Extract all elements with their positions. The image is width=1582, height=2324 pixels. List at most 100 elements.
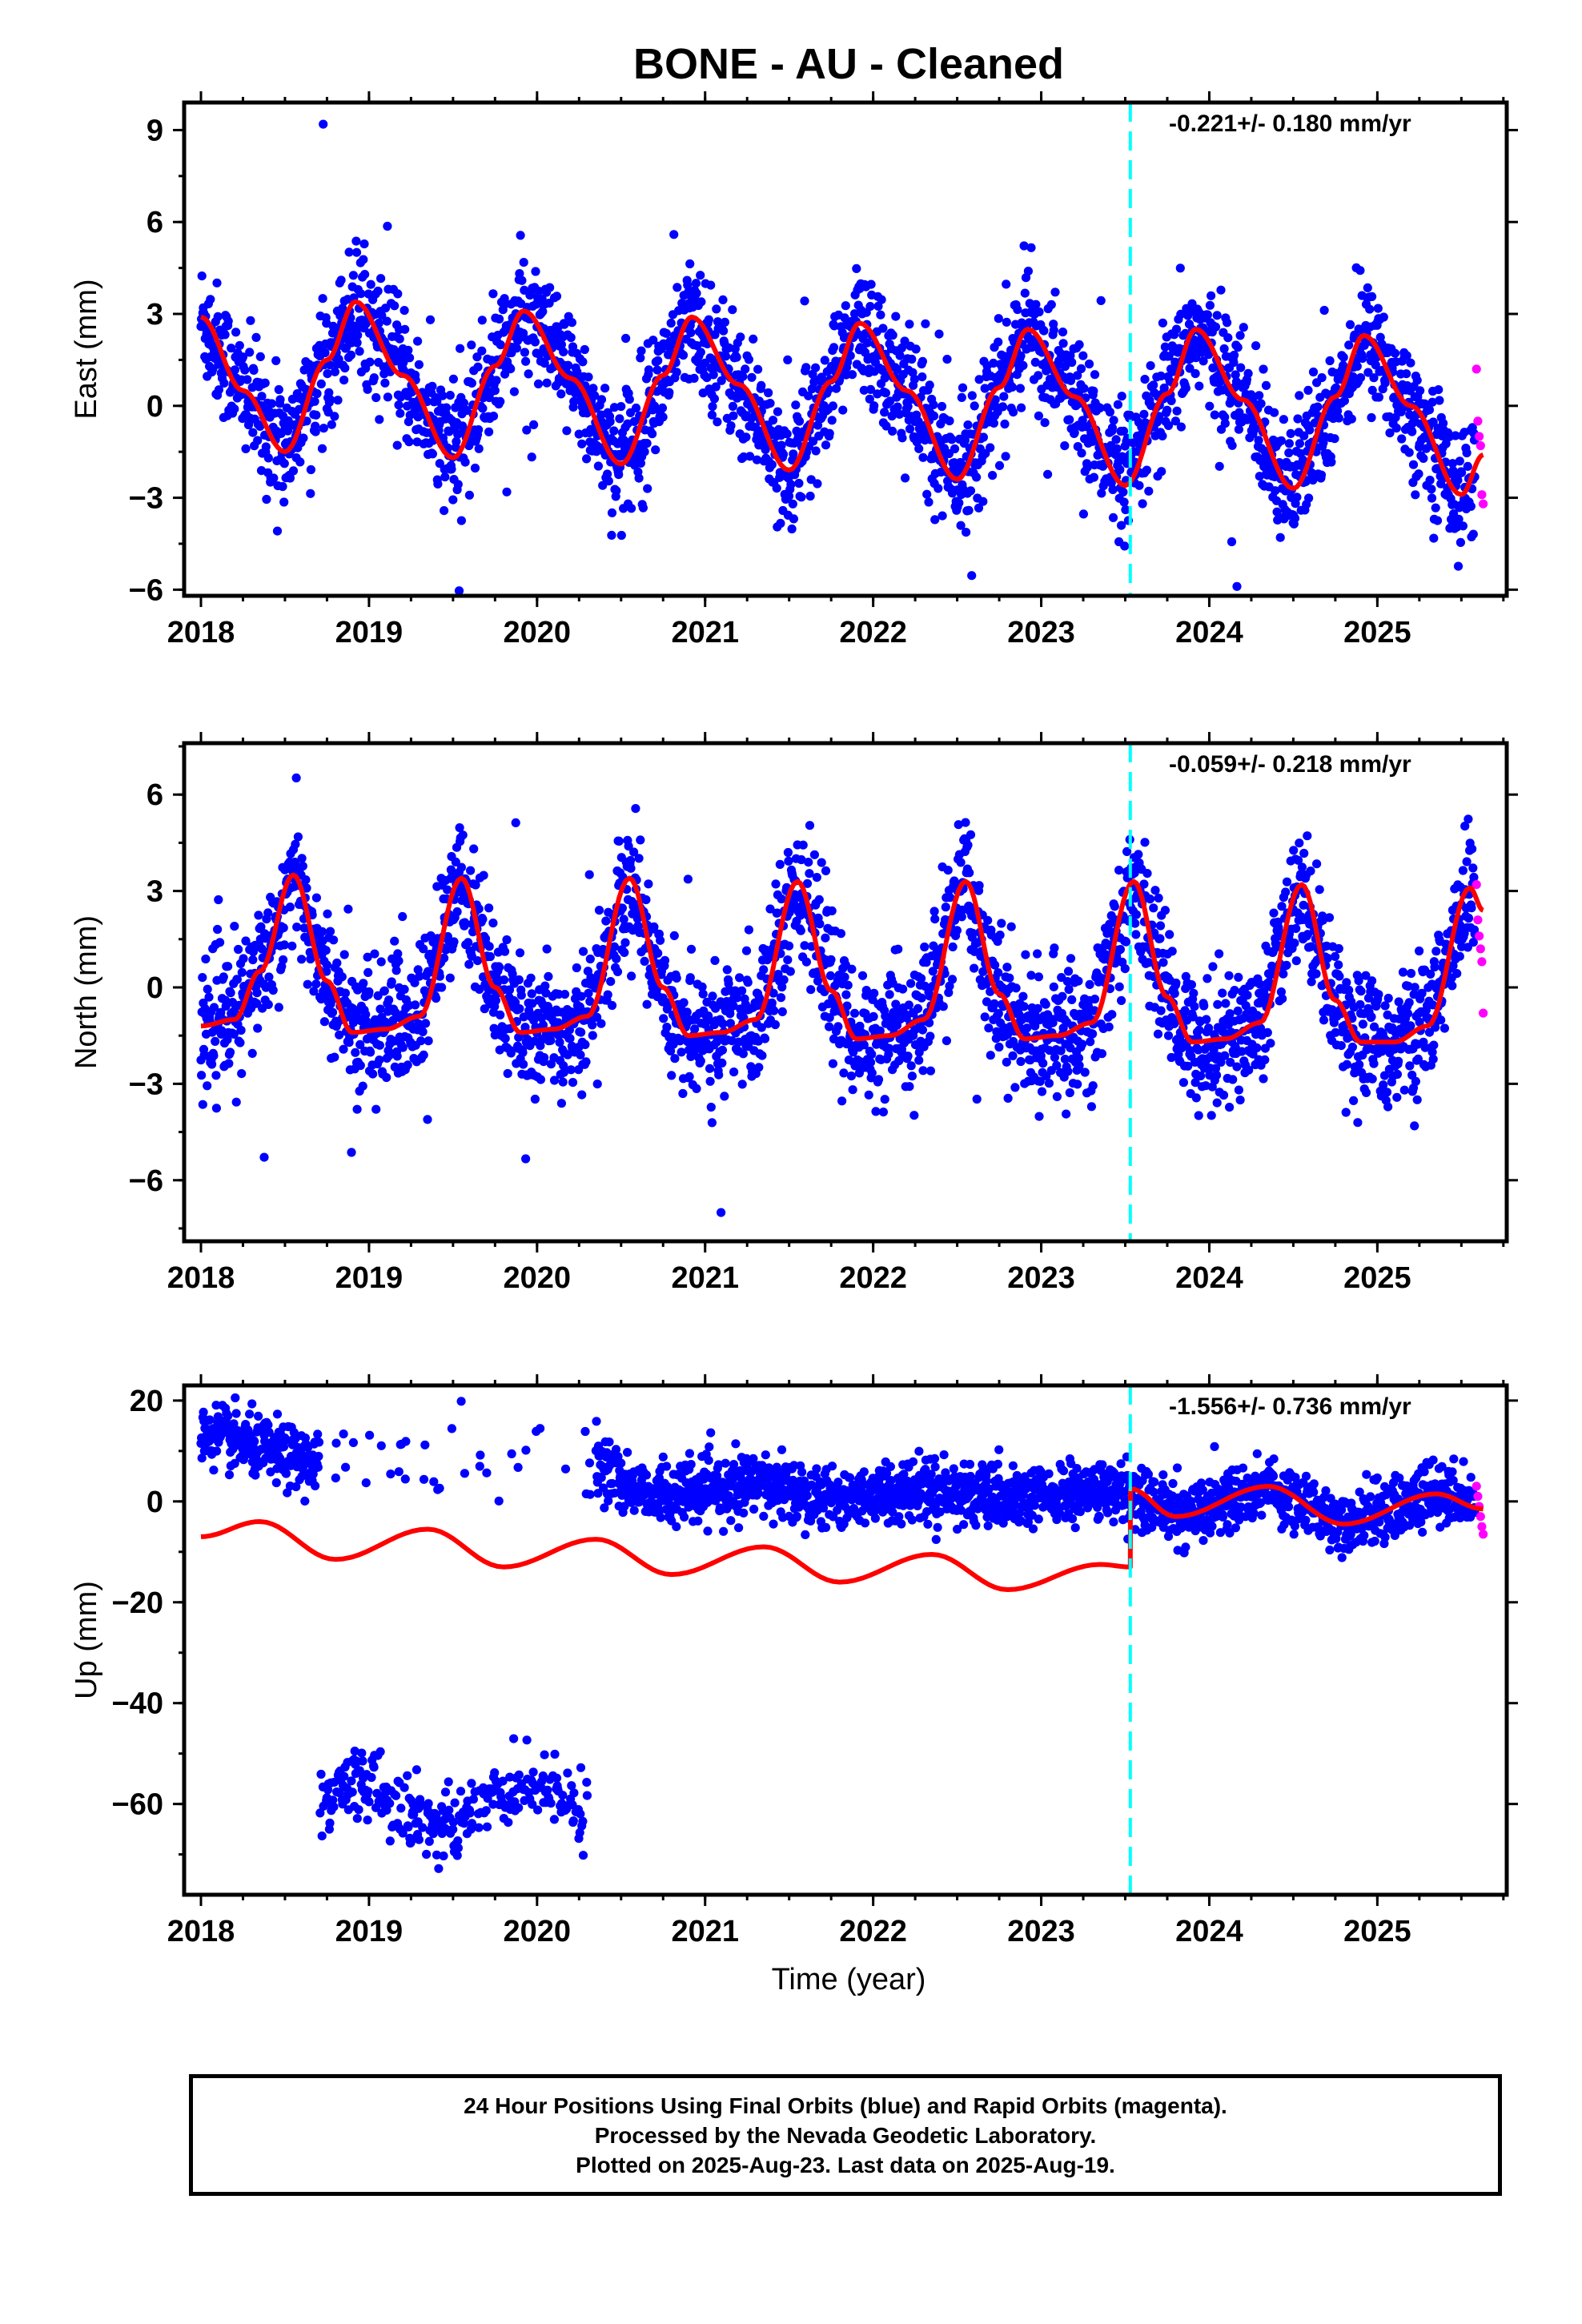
data-point: [711, 382, 721, 392]
data-point: [1052, 1092, 1062, 1101]
data-point: [1404, 448, 1414, 457]
data-point: [414, 360, 424, 369]
data-point: [784, 856, 793, 866]
data-point: [213, 924, 223, 935]
data-point: [705, 1063, 715, 1073]
data-point: [1117, 995, 1126, 1005]
data-point: [445, 391, 455, 400]
data-point: [453, 480, 463, 489]
data-point: [496, 396, 505, 406]
data-point: [553, 1018, 563, 1027]
data-point: [503, 1068, 512, 1079]
data-point: [231, 328, 241, 337]
data-point: [448, 374, 459, 384]
data-point: [869, 1011, 878, 1021]
data-point: [1018, 360, 1028, 370]
data-point: [813, 976, 823, 986]
data-point: [1176, 309, 1186, 319]
x-tick-label: 2025: [1343, 616, 1411, 649]
data-point: [1049, 325, 1058, 335]
data-point: [666, 318, 676, 328]
data-point: [934, 484, 943, 493]
data-point: [994, 968, 1003, 978]
data-point: [917, 974, 926, 983]
data-point: [994, 460, 1005, 471]
data-point: [1236, 363, 1246, 372]
data-point: [440, 953, 449, 963]
data-point: [405, 353, 415, 363]
data-point: [1066, 954, 1076, 963]
data-point: [617, 903, 628, 913]
data-point: [956, 521, 966, 530]
data-point: [698, 989, 708, 999]
data-point: [728, 401, 738, 411]
data-point: [773, 407, 783, 416]
data-point: [560, 990, 570, 999]
data-point: [1441, 439, 1451, 448]
data-point: [393, 949, 403, 959]
rapid-point: [1472, 364, 1481, 374]
data-point: [1385, 428, 1395, 438]
data-point: [1026, 243, 1036, 252]
data-point: [1345, 320, 1355, 329]
data-point: [528, 999, 537, 1008]
data-point: [197, 271, 207, 281]
data-point: [1185, 364, 1195, 373]
data-point: [737, 1080, 747, 1089]
data-point: [706, 1102, 716, 1112]
data-point: [905, 424, 915, 434]
data-point: [605, 416, 615, 427]
data-point: [821, 440, 831, 450]
data-point: [393, 289, 403, 299]
data-point: [942, 355, 952, 364]
data-point: [1121, 505, 1130, 515]
data-point: [1259, 1074, 1268, 1084]
data-point: [451, 857, 460, 866]
data-point: [1001, 452, 1010, 461]
data-point: [394, 956, 404, 966]
data-point: [1363, 368, 1373, 377]
data-point: [223, 1035, 232, 1044]
data-point: [881, 421, 891, 431]
data-point: [319, 1017, 329, 1027]
data-point: [391, 966, 401, 975]
data-point: [691, 279, 701, 288]
data-point: [786, 480, 796, 489]
data-point: [1235, 331, 1245, 340]
data-point: [1139, 409, 1149, 419]
data-point: [917, 372, 927, 382]
rapid-point: [1475, 432, 1484, 441]
data-point: [1086, 1102, 1096, 1112]
data-point: [1195, 1025, 1204, 1035]
data-point: [568, 1078, 578, 1088]
data-point: [358, 1081, 367, 1091]
data-point: [1325, 356, 1335, 366]
data-point: [376, 957, 386, 967]
data-point: [295, 457, 305, 467]
data-point: [211, 1071, 221, 1080]
data-point: [1158, 431, 1167, 441]
data-point: [541, 988, 551, 998]
data-point: [248, 428, 258, 437]
data-point: [994, 314, 1003, 324]
data-point: [1065, 1088, 1074, 1098]
data-point: [970, 963, 979, 973]
data-point: [359, 239, 369, 249]
data-point: [403, 1060, 412, 1070]
data-point: [636, 353, 645, 363]
data-point: [466, 866, 476, 875]
data-point: [588, 1020, 597, 1030]
data-point: [986, 1051, 995, 1060]
data-point: [1142, 869, 1152, 879]
data-point: [495, 963, 504, 972]
data-point: [351, 1047, 360, 1057]
data-point: [881, 388, 890, 398]
data-point: [994, 337, 1003, 347]
data-point: [1063, 967, 1074, 976]
data-point: [1010, 1083, 1020, 1092]
data-point: [717, 1058, 727, 1068]
data-point: [797, 493, 806, 502]
rapid-orbit-points: [1472, 364, 1488, 509]
data-point: [1259, 364, 1268, 374]
data-point: [720, 317, 730, 327]
